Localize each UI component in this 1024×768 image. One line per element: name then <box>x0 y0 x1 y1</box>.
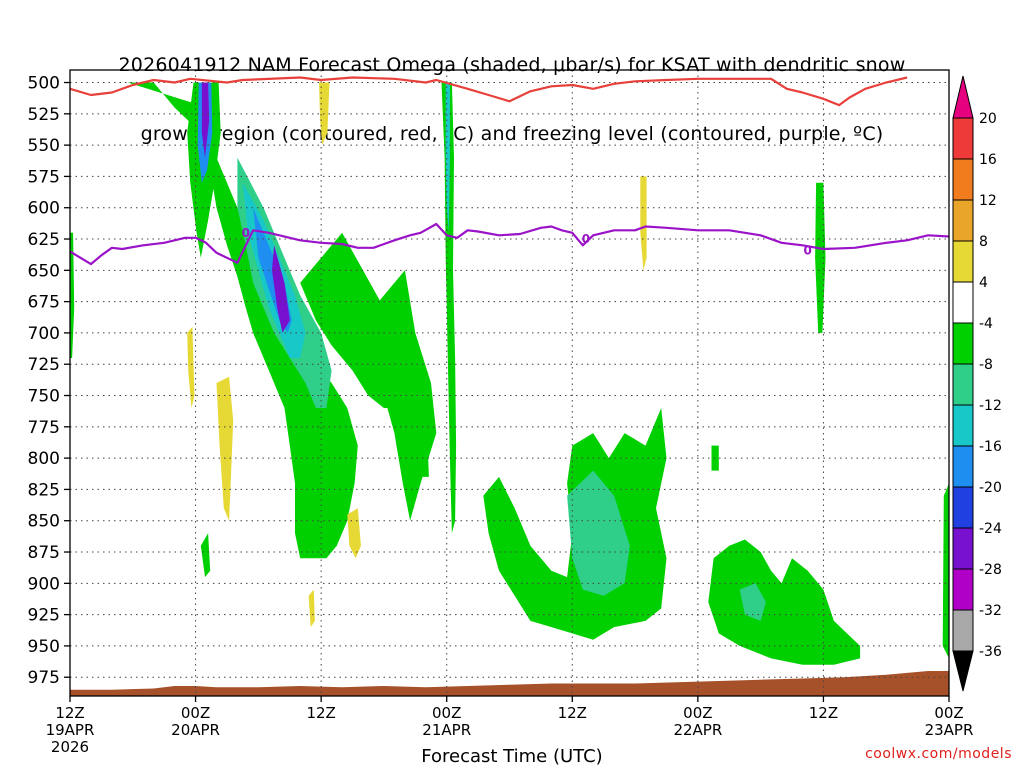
x-tick-label: 21APR <box>422 721 471 739</box>
omega-region-upper-purple <box>201 82 210 158</box>
colorbar-label: -32 <box>979 603 1002 619</box>
omega-shading-layer <box>70 82 949 665</box>
y-tick-label: 600 <box>28 199 60 219</box>
plot-frame <box>69 69 950 697</box>
colorbar-bin <box>952 281 974 324</box>
colorbar-label: 20 <box>979 111 997 127</box>
y-tick-label: 675 <box>28 293 60 313</box>
omega-region-green-small-2 <box>711 445 719 471</box>
colorbar-label: 12 <box>979 193 997 209</box>
colorbar-bin <box>952 363 974 406</box>
y-tick-label: 900 <box>28 574 60 594</box>
omega-region-edge-right <box>942 483 949 659</box>
colorbar: 20 16 12 8 4 -4 -8 -12 -16 -20 -24 -28 -32 -36 <box>952 75 1002 692</box>
x-tick-label: 2026 <box>51 738 89 756</box>
x-tick-label: 00Z <box>683 704 712 722</box>
omega-region-thin-col-0 <box>70 232 75 358</box>
omega-region-main-green <box>127 82 358 559</box>
x-tick-label: 20APR <box>171 721 220 739</box>
y-tick-label: 800 <box>28 449 60 469</box>
colorbar-bin <box>952 117 974 160</box>
y-tick-label: 575 <box>28 167 60 187</box>
x-tick-label: 12Z <box>809 704 838 722</box>
omega-region-green-small-1 <box>200 533 211 578</box>
colorbar-label: 16 <box>979 152 997 168</box>
colorbar-bin <box>952 404 974 447</box>
y-tick-label: 625 <box>28 230 60 250</box>
colorbar-bin <box>952 158 974 201</box>
y-tick-label: 775 <box>28 418 60 438</box>
y-tick-label: 925 <box>28 606 60 626</box>
colorbar-label: -20 <box>979 480 1002 496</box>
freezing-level-label: 0 <box>804 243 812 257</box>
omega-region-yellow-3 <box>187 326 195 408</box>
x-tick-label: 23APR <box>925 721 974 739</box>
omega-region-main-purple <box>272 245 290 333</box>
y-tick-label: 525 <box>28 105 60 125</box>
colorbar-label: 8 <box>979 234 988 250</box>
omega-region-yellow-2 <box>216 376 234 521</box>
y-tick-label: 975 <box>28 668 60 688</box>
terrain-layer <box>70 671 949 696</box>
x-tick-label: 00Z <box>181 704 210 722</box>
omega-region-yellow-6 <box>640 176 647 271</box>
terrain-area <box>70 671 949 696</box>
x-tick-label: 00Z <box>934 704 963 722</box>
colorbar-bin <box>952 199 974 242</box>
omega-region-lower-center-teal <box>567 470 630 596</box>
colorbar-bin <box>952 445 974 488</box>
title-line-2: growth region (contoured, red, ºC) and f… <box>140 123 884 145</box>
colorbar-bottom-arrow <box>952 650 974 692</box>
omega-region-green-small-3 <box>421 451 429 477</box>
grid-layer <box>70 70 949 696</box>
watermark: coolwx.com/models <box>865 746 1012 762</box>
colorbar-label: -16 <box>979 439 1002 455</box>
y-tick-label: 725 <box>28 355 60 375</box>
x-tick-label: 12Z <box>55 704 84 722</box>
colorbar-bin <box>952 240 974 283</box>
colorbar-bin <box>952 568 974 611</box>
colorbar-label: 4 <box>979 275 988 291</box>
y-tick-label: 550 <box>28 136 60 156</box>
colorbar-label: -8 <box>979 357 993 373</box>
x-tick-label: 12Z <box>558 704 587 722</box>
freezing-level-label: 0 <box>582 232 590 246</box>
colorbar-label: -36 <box>979 644 1002 660</box>
colorbar-bin <box>952 609 974 652</box>
y-axis: 500 525 550 575 600 625 650 675 700 725 750 775 800 8… <box>28 74 70 688</box>
colorbar-label: -28 <box>979 562 1002 578</box>
y-tick-label: 700 <box>28 324 60 344</box>
y-tick-label: 875 <box>28 543 60 563</box>
contour-layer: 0 0 0 <box>69 76 950 266</box>
omega-region-lower-right-teal <box>739 583 766 621</box>
dgz-contour-line <box>69 76 908 107</box>
y-tick-label: 650 <box>28 261 60 281</box>
y-tick-label: 950 <box>28 637 60 657</box>
omega-region-thin-col-72 <box>815 182 826 333</box>
omega-region-mid-col-green <box>441 82 457 534</box>
colorbar-label: -12 <box>979 398 1002 414</box>
x-tick-label: 19APR <box>46 721 95 739</box>
omega-region-yellow-5 <box>308 589 315 628</box>
colorbar-bin <box>952 322 974 365</box>
x-tick-label: 22APR <box>673 721 722 739</box>
omega-region-yellow-4 <box>347 508 361 559</box>
y-tick-label: 825 <box>28 480 60 500</box>
x-tick-label: 12Z <box>306 704 335 722</box>
colorbar-bin <box>952 486 974 529</box>
y-tick-label: 850 <box>28 512 60 532</box>
freezing-level-line <box>69 222 950 266</box>
y-tick-label: 500 <box>28 74 60 94</box>
freezing-level-label: 0 <box>242 226 250 240</box>
colorbar-bin <box>952 527 974 570</box>
omega-region-lower-right <box>708 539 861 665</box>
x-tick-label: 00Z <box>432 704 461 722</box>
colorbar-top-arrow <box>952 75 974 119</box>
y-tick-label: 750 <box>28 387 60 407</box>
x-axis-title: Forecast Time (UTC) <box>421 746 603 767</box>
colorbar-label: -24 <box>979 521 1002 537</box>
colorbar-label: -4 <box>979 316 993 332</box>
